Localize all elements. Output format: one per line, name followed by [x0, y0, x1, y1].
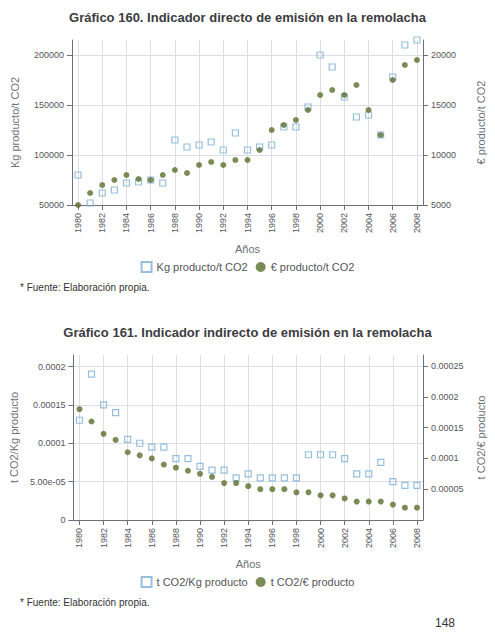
svg-text:t CO2/€ producto: t CO2/€ producto	[475, 396, 487, 480]
svg-text:Kg producto/t CO2: Kg producto/t CO2	[157, 261, 248, 273]
svg-text:1984: 1984	[121, 213, 131, 233]
svg-text:2006: 2006	[388, 528, 398, 548]
svg-text:1998: 1998	[291, 528, 301, 548]
svg-text:0.0002: 0.0002	[431, 392, 459, 402]
svg-text:Kg producto/t CO2: Kg producto/t CO2	[9, 77, 21, 168]
svg-text:2002: 2002	[339, 213, 349, 233]
svg-text:15000: 15000	[431, 100, 456, 110]
svg-text:1996: 1996	[267, 213, 277, 233]
svg-text:2004: 2004	[364, 528, 374, 548]
svg-text:€ producto/t CO2: € producto/t CO2	[475, 81, 487, 165]
svg-text:150000: 150000	[34, 100, 64, 110]
svg-text:€ producto/t CO2: € producto/t CO2	[271, 261, 355, 273]
svg-text:2000: 2000	[315, 213, 325, 233]
svg-text:1980: 1980	[73, 213, 83, 233]
svg-text:0.00015: 0.00015	[33, 400, 66, 410]
svg-text:0: 0	[60, 515, 65, 525]
svg-text:Gráfico 161. Indicador indirec: Gráfico 161. Indicador indirecto de emis…	[63, 325, 432, 340]
svg-text:Años: Años	[235, 243, 261, 255]
svg-text:1998: 1998	[291, 213, 301, 233]
svg-text:100000: 100000	[34, 150, 64, 160]
svg-text:2000: 2000	[316, 528, 326, 548]
svg-text:148: 148	[435, 616, 455, 630]
svg-text:50000: 50000	[39, 200, 64, 210]
svg-text:2004: 2004	[364, 213, 374, 233]
svg-text:1986: 1986	[147, 528, 157, 548]
svg-text:t CO2/Kg producto: t CO2/Kg producto	[8, 392, 20, 483]
svg-text:1982: 1982	[99, 528, 109, 548]
svg-text:2006: 2006	[388, 213, 398, 233]
svg-text:0.00005: 0.00005	[431, 484, 464, 494]
svg-text:1984: 1984	[123, 528, 133, 548]
svg-text:Años: Años	[236, 558, 262, 570]
svg-text:1988: 1988	[170, 213, 180, 233]
svg-text:2008: 2008	[412, 213, 422, 233]
svg-text:1988: 1988	[171, 528, 181, 548]
svg-text:20000: 20000	[431, 50, 456, 60]
svg-text:0.0002: 0.0002	[38, 362, 66, 372]
svg-text:1992: 1992	[219, 528, 229, 548]
svg-text:2008: 2008	[412, 528, 422, 548]
svg-text:1994: 1994	[243, 213, 253, 233]
svg-text:1986: 1986	[146, 213, 156, 233]
svg-text:0.0001: 0.0001	[431, 453, 459, 463]
svg-text:Gráfico 160. Indicador directo: Gráfico 160. Indicador directo de emisió…	[69, 10, 427, 25]
svg-text:t CO2/Kg producto: t CO2/Kg producto	[157, 576, 248, 588]
svg-text:1990: 1990	[194, 213, 204, 233]
svg-text:1996: 1996	[267, 528, 277, 548]
svg-text:* Fuente: Elaboración propia.: * Fuente: Elaboración propia.	[20, 282, 150, 293]
svg-text:1994: 1994	[243, 528, 253, 548]
svg-text:0.00025: 0.00025	[431, 361, 464, 371]
svg-text:t CO2/€ producto: t CO2/€ producto	[271, 576, 355, 588]
svg-text:5000: 5000	[431, 200, 451, 210]
svg-text:0.00015: 0.00015	[431, 423, 464, 433]
svg-text:1982: 1982	[97, 213, 107, 233]
svg-text:10000: 10000	[431, 150, 456, 160]
svg-text:* Fuente: Elaboración propia.: * Fuente: Elaboración propia.	[20, 597, 150, 608]
svg-text:1992: 1992	[218, 213, 228, 233]
svg-text:0.0001: 0.0001	[38, 438, 66, 448]
svg-text:1980: 1980	[74, 528, 84, 548]
svg-text:2002: 2002	[340, 528, 350, 548]
svg-text:1990: 1990	[195, 528, 205, 548]
svg-text:200000: 200000	[34, 50, 64, 60]
svg-text:5.00e-05: 5.00e-05	[30, 477, 66, 487]
